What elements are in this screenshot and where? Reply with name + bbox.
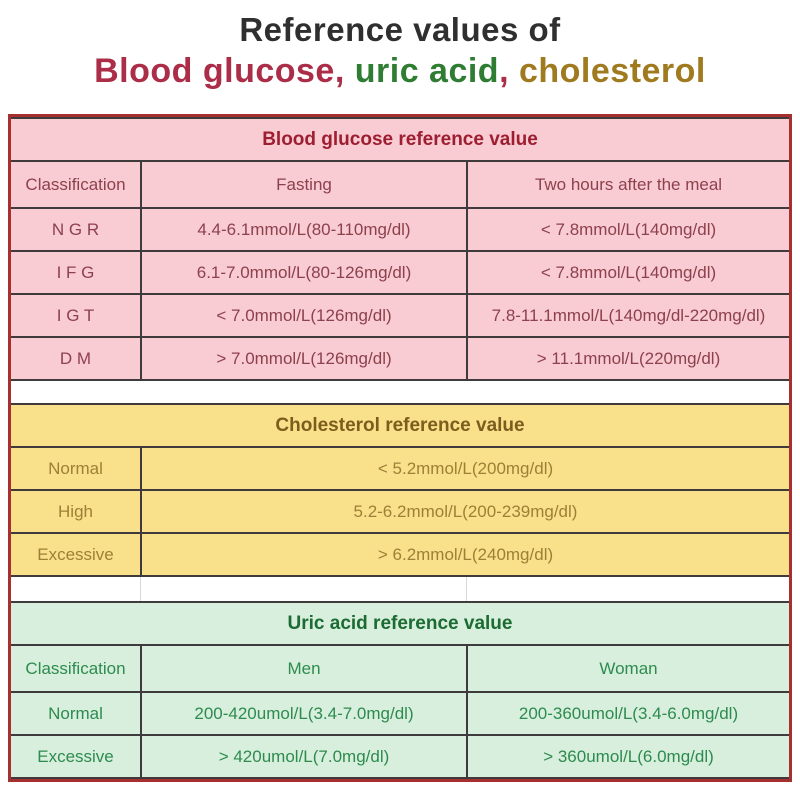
table-cell: 5.2-6.2mmol/L(200-239mg/dl) xyxy=(140,489,790,534)
table-row: Uric acid reference value xyxy=(10,601,790,646)
column-header: Two hours after the meal xyxy=(466,160,790,209)
table-spacer xyxy=(11,577,789,601)
table-cell: High xyxy=(10,489,142,534)
cholesterol-table: Cholesterol reference value Normal < 5.2… xyxy=(10,403,790,577)
table-cell: 200-360umol/L(3.4-6.0mg/dl) xyxy=(466,691,790,736)
table-cell: I F G xyxy=(10,250,142,295)
blood-glucose-table: Blood glucose reference value Classifica… xyxy=(10,117,790,381)
table-cell: 200-420umol/L(3.4-7.0mg/dl) xyxy=(140,691,468,736)
table-row: D M > 7.0mmol/L(126mg/dl) > 11.1mmol/L(2… xyxy=(10,336,790,381)
table-row: Excessive > 6.2mmol/L(240mg/dl) xyxy=(10,532,790,577)
table-row: Blood glucose reference value xyxy=(10,117,790,162)
divider xyxy=(140,577,141,601)
table-row: I G T < 7.0mmol/L(126mg/dl) 7.8-11.1mmol… xyxy=(10,293,790,338)
table-cell: D M xyxy=(10,336,142,381)
title-segment-uric-acid: uric acid xyxy=(344,52,500,91)
table-row: N G R 4.4-6.1mmol/L(80-110mg/dl) < 7.8mm… xyxy=(10,207,790,252)
reference-tables-board: Blood glucose reference value Classifica… xyxy=(8,114,792,782)
column-header: Fasting xyxy=(140,160,468,209)
table-cell: < 7.8mmol/L(140mg/dl) xyxy=(466,207,790,252)
table-cell: Normal xyxy=(10,691,142,736)
table-cell: Excessive xyxy=(10,734,142,779)
uric-acid-table: Uric acid reference value Classification… xyxy=(10,601,790,779)
table-row: I F G 6.1-7.0mmol/L(80-126mg/dl) < 7.8mm… xyxy=(10,250,790,295)
table-cell: < 5.2mmol/L(200mg/dl) xyxy=(140,446,790,491)
cholesterol-table-title: Cholesterol reference value xyxy=(10,403,790,448)
table-cell: < 7.0mmol/L(126mg/dl) xyxy=(140,293,468,338)
table-row: High 5.2-6.2mmol/L(200-239mg/dl) xyxy=(10,489,790,534)
title-segment-blood-glucose: Blood glucose, xyxy=(94,52,345,91)
column-header: Woman xyxy=(466,644,790,693)
page-title: Reference values of Blood glucose, uric … xyxy=(0,0,800,91)
uric-acid-table-title: Uric acid reference value xyxy=(10,601,790,646)
table-cell: 6.1-7.0mmol/L(80-126mg/dl) xyxy=(140,250,468,295)
table-row: Classification Men Woman xyxy=(10,644,790,693)
table-row: Excessive > 420umol/L(7.0mg/dl) > 360umo… xyxy=(10,734,790,779)
title-segment-cholesterol: cholesterol xyxy=(509,52,706,91)
table-cell: I G T xyxy=(10,293,142,338)
table-cell: > 6.2mmol/L(240mg/dl) xyxy=(140,532,790,577)
table-cell: > 11.1mmol/L(220mg/dl) xyxy=(466,336,790,381)
blood-glucose-table-title: Blood glucose reference value xyxy=(10,117,790,162)
column-header: Men xyxy=(140,644,468,693)
table-row: Cholesterol reference value xyxy=(10,403,790,448)
table-spacer xyxy=(11,381,789,403)
table-cell: > 360umol/L(6.0mg/dl) xyxy=(466,734,790,779)
column-header: Classification xyxy=(10,160,142,209)
table-cell: < 7.8mmol/L(140mg/dl) xyxy=(466,250,790,295)
page-title-line2: Blood glucose, uric acid, cholesterol xyxy=(0,53,800,90)
table-cell: N G R xyxy=(10,207,142,252)
table-cell: 4.4-6.1mmol/L(80-110mg/dl) xyxy=(140,207,468,252)
table-cell: 7.8-11.1mmol/L(140mg/dl-220mg/dl) xyxy=(466,293,790,338)
table-row: Normal < 5.2mmol/L(200mg/dl) xyxy=(10,446,790,491)
table-row: Classification Fasting Two hours after t… xyxy=(10,160,790,209)
divider xyxy=(466,577,467,601)
column-header: Classification xyxy=(10,644,142,693)
page-title-line1: Reference values of xyxy=(239,11,561,48)
table-cell: Normal xyxy=(10,446,142,491)
title-segment-comma: , xyxy=(499,52,510,91)
table-cell: > 420umol/L(7.0mg/dl) xyxy=(140,734,468,779)
table-cell: > 7.0mmol/L(126mg/dl) xyxy=(140,336,468,381)
table-cell: Excessive xyxy=(10,532,142,577)
table-row: Normal 200-420umol/L(3.4-7.0mg/dl) 200-3… xyxy=(10,691,790,736)
